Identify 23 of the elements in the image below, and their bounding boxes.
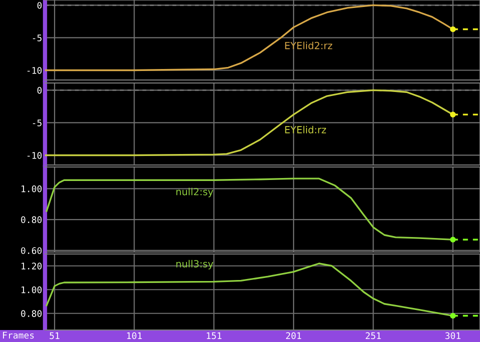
x-tick-label: 101 xyxy=(127,332,142,340)
series-label: null2:sy xyxy=(176,188,214,198)
x-tick-label: 301 xyxy=(445,332,460,340)
x-tick-label: 151 xyxy=(206,332,222,340)
y-tick-label: 0.80 xyxy=(21,310,42,317)
series-label: null3:sy xyxy=(176,260,214,270)
y-tick-label: 1.00 xyxy=(22,286,42,294)
x-axis-title: Frames xyxy=(3,332,34,339)
y-tick-label: 0.80 xyxy=(21,216,42,224)
y-tick-label: 1.20 xyxy=(22,262,42,270)
y-tick-label: 0.60 xyxy=(21,247,42,254)
y-tick-label: -10 xyxy=(27,152,42,159)
y-tick-label: 0 xyxy=(37,2,42,9)
x-tick-label: 201 xyxy=(286,332,302,340)
y-tick-label: 1.00 xyxy=(22,185,42,192)
series-label: EYElid2:rz xyxy=(285,42,332,50)
y-tick-label: 0 xyxy=(37,86,42,94)
y-tick-label: -5 xyxy=(32,34,42,42)
series-label: EYElid:rz xyxy=(285,126,326,134)
y-tick-label: -5 xyxy=(32,120,42,126)
x-tick-label: 51 xyxy=(50,332,60,340)
x-tick-label: 251 xyxy=(366,332,381,340)
y-tick-label: -10 xyxy=(27,66,42,74)
